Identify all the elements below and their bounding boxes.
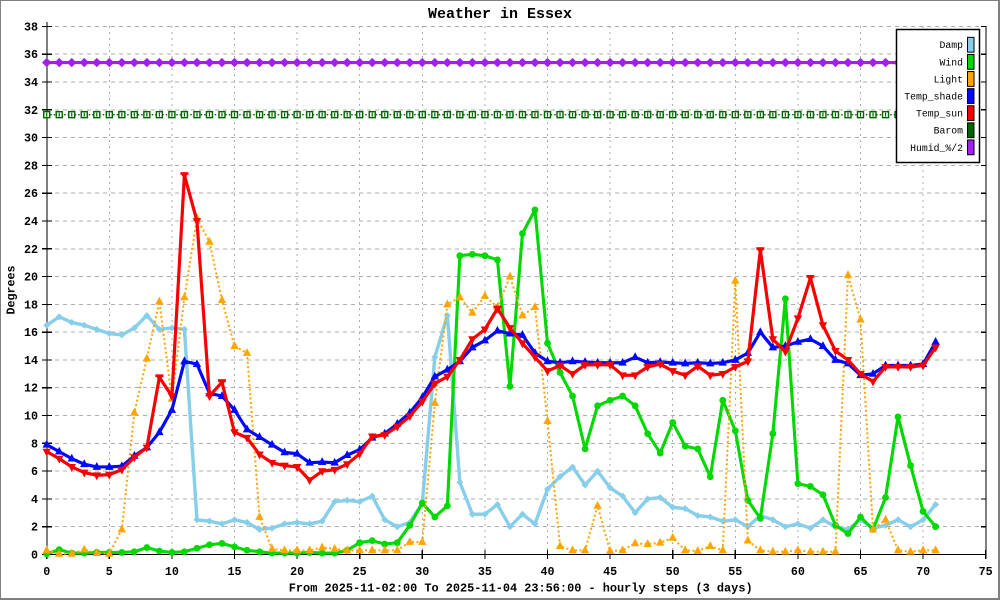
svg-text:0: 0 [43,565,50,579]
svg-text:26: 26 [24,187,38,201]
svg-text:15: 15 [227,565,241,579]
svg-text:34: 34 [24,76,38,90]
svg-text:45: 45 [603,565,617,579]
svg-text:Humid_%/2: Humid_%/2 [910,143,963,154]
svg-text:22: 22 [24,243,38,257]
svg-text:70: 70 [916,565,930,579]
svg-text:32: 32 [24,104,38,118]
svg-text:28: 28 [24,159,38,173]
svg-text:40: 40 [540,565,554,579]
svg-text:25: 25 [353,565,367,579]
svg-text:50: 50 [666,565,680,579]
svg-text:From 2025-11-02:00 To 2025-11-: From 2025-11-02:00 To 2025-11-04 23:56:0… [289,582,753,596]
svg-text:14: 14 [24,354,38,368]
svg-text:10: 10 [24,410,38,424]
svg-text:24: 24 [24,215,38,229]
svg-text:4: 4 [31,493,38,507]
svg-text:20: 20 [290,565,304,579]
svg-text:0: 0 [31,549,38,563]
svg-text:8: 8 [31,437,38,451]
svg-text:55: 55 [728,565,742,579]
svg-text:Weather in Essex: Weather in Essex [428,6,572,23]
svg-text:2: 2 [31,521,38,535]
svg-text:Damp: Damp [939,40,963,51]
svg-text:18: 18 [24,298,38,312]
svg-text:Temp_sun: Temp_sun [916,109,963,120]
svg-text:10: 10 [165,565,179,579]
svg-text:65: 65 [853,565,867,579]
svg-text:30: 30 [415,565,429,579]
svg-text:38: 38 [24,20,38,34]
svg-text:5: 5 [106,565,113,579]
svg-text:Wind: Wind [939,57,963,68]
svg-text:Barom: Barom [934,126,964,137]
svg-text:6: 6 [31,465,38,479]
svg-text:36: 36 [24,48,38,62]
svg-text:30: 30 [24,132,38,146]
svg-text:Degrees: Degrees [5,265,19,314]
svg-text:75: 75 [979,565,993,579]
svg-text:16: 16 [24,326,38,340]
svg-text:35: 35 [478,565,492,579]
svg-text:12: 12 [24,382,38,396]
svg-text:20: 20 [24,271,38,285]
svg-text:Light: Light [934,74,963,85]
svg-text:Temp_shade: Temp_shade [904,91,963,102]
svg-text:60: 60 [791,565,805,579]
